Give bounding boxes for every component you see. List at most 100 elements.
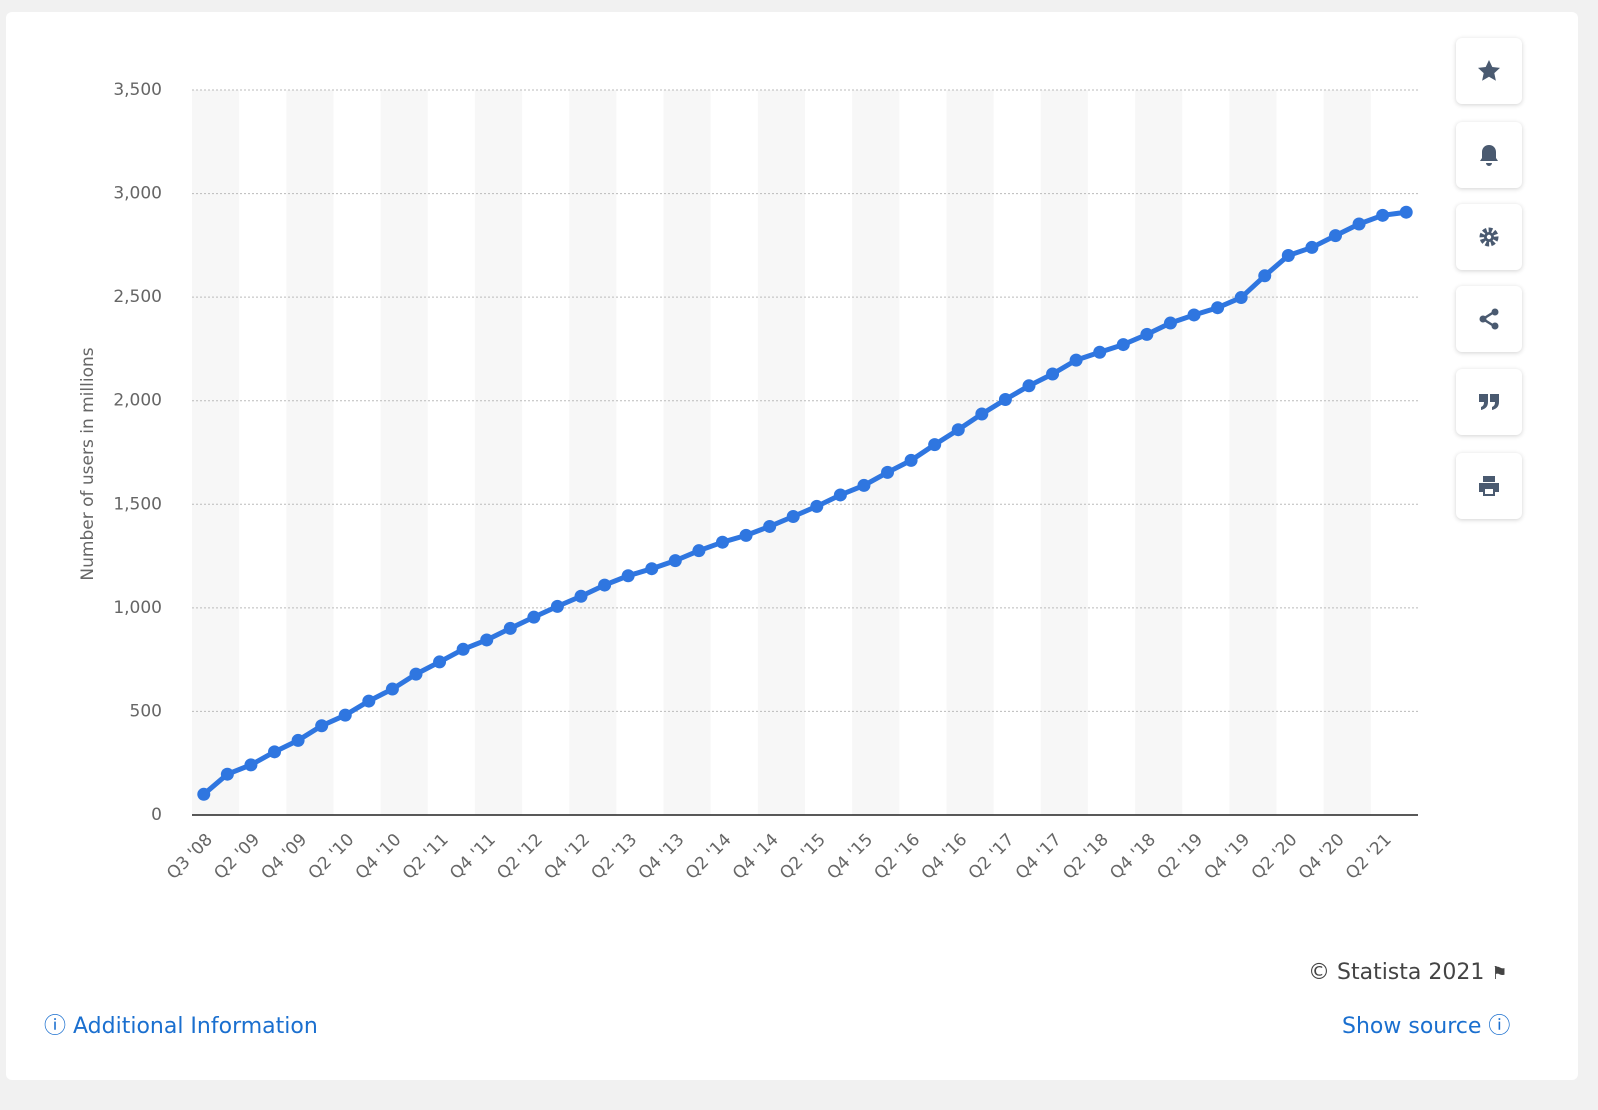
- x-tick-label: Q4 '13: [635, 830, 689, 884]
- y-tick-label: 2,000: [113, 391, 162, 411]
- data-point: [857, 478, 871, 492]
- x-tick-label: Q4 '20: [1295, 830, 1349, 884]
- data-point: [220, 767, 234, 781]
- data-point: [1305, 240, 1319, 254]
- stripe: [569, 90, 617, 815]
- y-tick-label: 2,500: [113, 287, 162, 307]
- x-tick-label: Q4 '15: [823, 830, 877, 884]
- y-tick-label: 500: [130, 701, 162, 721]
- stripe: [1323, 90, 1371, 815]
- x-tick-label: Q4 '11: [446, 830, 500, 884]
- data-point: [881, 465, 895, 479]
- data-point: [928, 438, 942, 452]
- data-point: [1187, 308, 1201, 322]
- data-point: [480, 633, 494, 647]
- x-tick-label: Q2 '11: [399, 830, 453, 884]
- data-point: [833, 488, 847, 502]
- data-point: [1046, 367, 1060, 381]
- stripe: [1229, 90, 1277, 815]
- y-axis-label: Number of users in millions: [78, 347, 98, 580]
- data-point: [904, 453, 918, 467]
- x-tick-label: Q4 '14: [729, 830, 783, 884]
- show-source[interactable]: Show source ⓘ: [1342, 1014, 1511, 1039]
- y-tick-label: 3,500: [113, 80, 162, 100]
- data-point: [598, 578, 612, 592]
- y-tick-label: 1,500: [113, 494, 162, 514]
- x-tick-label: Q2 '13: [588, 830, 642, 884]
- x-tick-label: Q2 '16: [870, 830, 924, 884]
- data-point: [1328, 229, 1342, 243]
- x-tick-label: Q4 '09: [257, 830, 311, 884]
- y-tick-label: 0: [151, 805, 162, 825]
- series-line: [202, 209, 1407, 797]
- x-tick-label: Q4 '16: [918, 830, 972, 884]
- stripe: [946, 90, 994, 815]
- data-point: [1352, 217, 1366, 231]
- x-tick-label: Q2 '20: [1248, 830, 1302, 884]
- copyright: © Statista 2021 ⚑: [1308, 960, 1508, 985]
- data-point: [1376, 208, 1390, 222]
- data-point: [1163, 316, 1177, 330]
- data-point: [197, 787, 211, 801]
- data-point: [244, 758, 258, 772]
- alert-button[interactable]: [1456, 122, 1522, 188]
- data-point: [1022, 379, 1036, 393]
- data-point: [1211, 301, 1225, 315]
- data-point: [975, 407, 989, 421]
- x-tick-label: Q4 '19: [1201, 830, 1255, 884]
- print-button[interactable]: [1456, 453, 1522, 519]
- stripe: [757, 90, 805, 815]
- y-tick-label: 3,000: [113, 184, 162, 204]
- data-point: [385, 682, 399, 696]
- data-point: [1399, 205, 1413, 219]
- data-point: [1281, 249, 1295, 263]
- stripe: [192, 90, 240, 815]
- x-tick-label: Q2 '17: [965, 830, 1019, 884]
- data-point: [1069, 353, 1083, 367]
- data-point: [409, 667, 423, 681]
- data-point: [621, 569, 635, 583]
- data-point: [763, 519, 777, 533]
- x-tick-label: Q2 '12: [493, 830, 547, 884]
- data-point: [338, 708, 352, 722]
- share-button[interactable]: [1456, 286, 1522, 352]
- stripe: [380, 90, 428, 815]
- data-point: [1116, 338, 1130, 352]
- x-tick-label: Q4 '17: [1012, 830, 1066, 884]
- data-point: [550, 599, 564, 613]
- data-point: [291, 733, 305, 747]
- chart: Number of users in millions 0 500 1,000 1,5…: [78, 80, 1418, 884]
- data-point: [574, 589, 588, 603]
- data-point: [433, 655, 447, 669]
- data-point: [810, 499, 824, 513]
- stripe: [1135, 90, 1183, 815]
- data-point: [456, 642, 470, 656]
- data-point: [951, 423, 965, 437]
- data-point: [362, 694, 376, 708]
- data-point: [786, 510, 800, 524]
- x-tick-label: Q2 '09: [210, 830, 264, 884]
- data-point: [668, 554, 682, 568]
- favorite-button[interactable]: [1456, 38, 1522, 104]
- x-tick-label: Q2 '14: [682, 830, 736, 884]
- x-tick-label: Q4 '18: [1106, 830, 1160, 884]
- data-point: [1140, 327, 1154, 341]
- x-tick-label: Q2 '10: [305, 830, 359, 884]
- stripe: [1040, 90, 1088, 815]
- data-point: [315, 719, 329, 733]
- additional-information[interactable]: ⓘ Additional Information: [44, 1014, 318, 1039]
- y-tick-label: 1,000: [113, 598, 162, 618]
- data-point: [503, 621, 517, 635]
- stripe: [286, 90, 334, 815]
- x-tick-label: Q2 '21: [1342, 830, 1396, 884]
- data-point: [739, 528, 753, 542]
- x-tick-label: Q2 '18: [1059, 830, 1113, 884]
- stripe: [474, 90, 523, 815]
- cite-button[interactable]: [1456, 369, 1522, 435]
- x-tick-label: Q4 '12: [540, 830, 594, 884]
- x-tick-label: Q3 '08: [163, 830, 217, 884]
- data-point: [268, 745, 282, 759]
- settings-button[interactable]: [1456, 204, 1522, 270]
- data-point: [527, 610, 541, 624]
- x-tick-label: Q2 '15: [776, 830, 830, 884]
